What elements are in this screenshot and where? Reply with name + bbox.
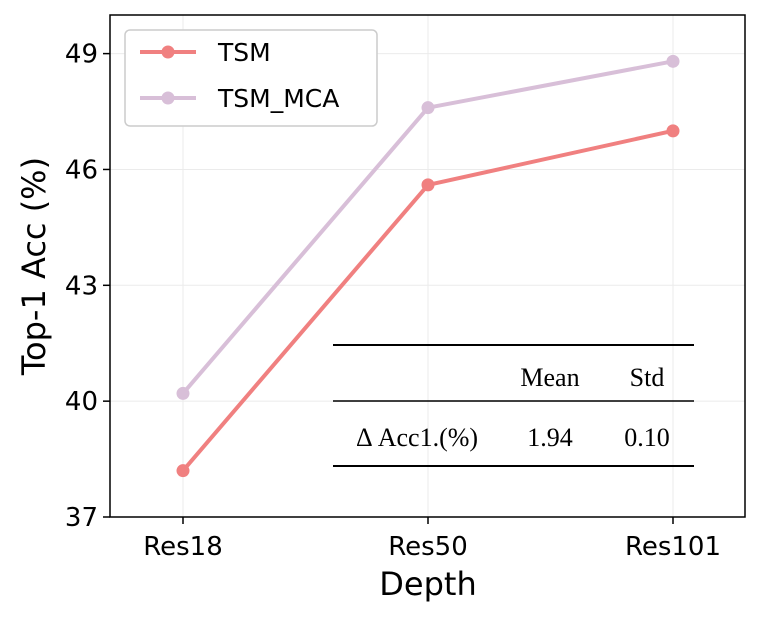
table-cell-std: 0.10 bbox=[624, 423, 670, 452]
table-row-label: Δ Acc1.(%) bbox=[356, 423, 478, 452]
legend-tsm-label: TSM bbox=[217, 38, 271, 67]
y-tick-label: 37 bbox=[65, 503, 98, 533]
data-point-tsm bbox=[421, 178, 435, 192]
table-header-std: Std bbox=[630, 363, 665, 392]
table-cell-mean: 1.94 bbox=[527, 423, 573, 452]
y-tick-label: 43 bbox=[65, 271, 98, 301]
y-axis-title: Top-1 Acc (%) bbox=[15, 157, 53, 376]
x-tick-label: Res50 bbox=[388, 532, 468, 562]
data-point-tsm-mca bbox=[666, 54, 680, 68]
y-tick-label: 46 bbox=[65, 155, 98, 185]
y-axis-ticks: 37 40 43 46 49 bbox=[65, 40, 110, 533]
data-point-tsm bbox=[666, 124, 680, 138]
x-axis-title: Depth bbox=[379, 565, 476, 603]
stats-table: Mean Std Δ Acc1.(%) 1.94 0.10 bbox=[333, 344, 694, 467]
data-point-tsm bbox=[176, 464, 190, 478]
legend-tsm-mca-marker bbox=[161, 91, 175, 105]
x-axis-ticks: Res18 Res50 Res101 bbox=[143, 517, 721, 562]
legend-tsm-mca-label: TSM_MCA bbox=[217, 84, 339, 113]
legend-tsm-marker bbox=[161, 45, 175, 59]
data-point-tsm-mca bbox=[421, 101, 435, 115]
y-tick-label: 40 bbox=[65, 387, 98, 417]
legend: TSM TSM_MCA bbox=[124, 29, 378, 127]
x-tick-label: Res101 bbox=[625, 532, 721, 562]
data-point-tsm-mca bbox=[176, 386, 190, 400]
x-tick-label: Res18 bbox=[143, 532, 223, 562]
series-layer bbox=[176, 54, 680, 478]
y-tick-label: 49 bbox=[65, 40, 98, 70]
table-header-mean: Mean bbox=[520, 363, 579, 392]
